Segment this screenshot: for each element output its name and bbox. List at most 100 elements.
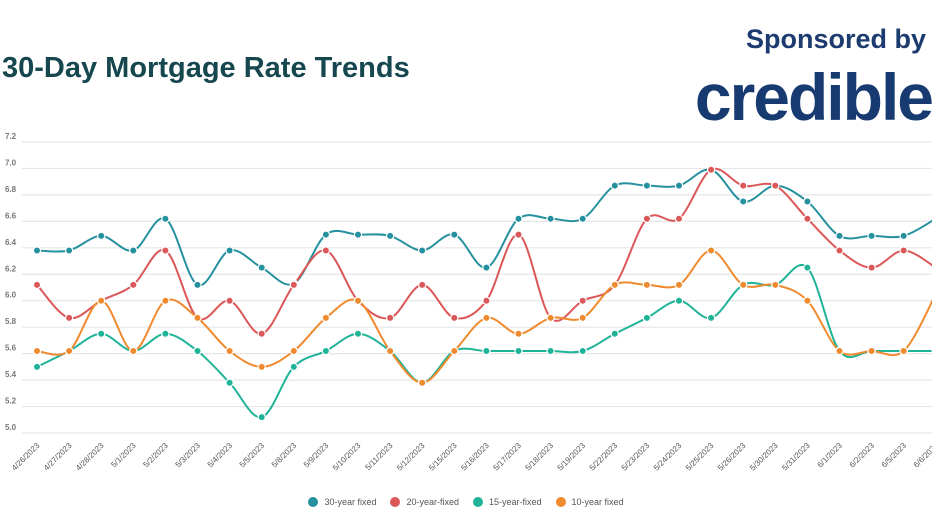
data-point[interactable] bbox=[450, 346, 459, 356]
data-point[interactable] bbox=[578, 214, 587, 223]
legend-item[interactable]: 30-year fixed bbox=[308, 497, 376, 507]
data-point[interactable] bbox=[193, 280, 202, 290]
data-point[interactable] bbox=[706, 165, 716, 174]
data-point[interactable] bbox=[546, 214, 555, 223]
data-point[interactable] bbox=[867, 263, 876, 272]
data-point[interactable] bbox=[129, 346, 138, 356]
data-point[interactable] bbox=[739, 197, 748, 206]
data-point[interactable] bbox=[867, 231, 876, 241]
data-point[interactable] bbox=[96, 329, 106, 338]
data-point[interactable] bbox=[578, 346, 587, 356]
data-point[interactable] bbox=[642, 280, 652, 290]
data-point[interactable] bbox=[96, 231, 106, 241]
legend-item[interactable]: 15-year-fixed bbox=[473, 497, 542, 507]
data-point[interactable] bbox=[257, 329, 266, 338]
data-point[interactable] bbox=[642, 313, 652, 323]
data-point[interactable] bbox=[32, 280, 42, 290]
data-point[interactable] bbox=[674, 214, 684, 223]
data-point[interactable] bbox=[706, 313, 716, 323]
data-point[interactable] bbox=[739, 181, 748, 190]
data-point[interactable] bbox=[482, 263, 491, 272]
data-point[interactable] bbox=[96, 296, 106, 305]
data-point[interactable] bbox=[835, 346, 844, 356]
data-point[interactable] bbox=[418, 378, 427, 387]
data-point[interactable] bbox=[803, 296, 812, 305]
data-point[interactable] bbox=[610, 280, 620, 290]
data-point[interactable] bbox=[514, 346, 523, 356]
data-point[interactable] bbox=[225, 346, 234, 356]
data-point[interactable] bbox=[385, 231, 395, 241]
data-point[interactable] bbox=[385, 313, 395, 323]
data-point[interactable] bbox=[353, 329, 363, 338]
data-point[interactable] bbox=[771, 280, 780, 290]
data-point[interactable] bbox=[450, 313, 459, 323]
legend-item[interactable]: 10-year fixed bbox=[555, 497, 624, 507]
data-point[interactable] bbox=[835, 246, 844, 255]
data-point[interactable] bbox=[225, 378, 234, 387]
data-point[interactable] bbox=[803, 263, 812, 272]
data-point[interactable] bbox=[321, 346, 331, 356]
data-point[interactable] bbox=[546, 346, 555, 356]
data-point[interactable] bbox=[899, 346, 908, 356]
data-point[interactable] bbox=[803, 214, 812, 223]
data-point[interactable] bbox=[321, 313, 331, 323]
data-point[interactable] bbox=[610, 181, 620, 190]
data-point[interactable] bbox=[867, 346, 876, 356]
data-point[interactable] bbox=[418, 246, 427, 255]
data-point[interactable] bbox=[257, 412, 266, 422]
data-point[interactable] bbox=[674, 296, 684, 305]
data-point[interactable] bbox=[225, 246, 234, 255]
data-point[interactable] bbox=[353, 296, 363, 305]
data-point[interactable] bbox=[546, 313, 555, 323]
data-point[interactable] bbox=[353, 230, 363, 239]
data-point[interactable] bbox=[161, 214, 170, 223]
data-point[interactable] bbox=[482, 313, 491, 323]
data-point[interactable] bbox=[482, 296, 491, 305]
data-point[interactable] bbox=[706, 246, 716, 255]
data-point[interactable] bbox=[289, 362, 298, 372]
data-point[interactable] bbox=[64, 246, 74, 255]
data-point[interactable] bbox=[257, 362, 266, 372]
data-point[interactable] bbox=[193, 346, 202, 356]
data-point[interactable] bbox=[385, 346, 395, 356]
data-point[interactable] bbox=[642, 181, 652, 190]
data-point[interactable] bbox=[64, 346, 74, 356]
data-point[interactable] bbox=[129, 280, 138, 290]
x-tick-label: 5/11/2023 bbox=[363, 441, 394, 472]
data-point[interactable] bbox=[161, 296, 170, 305]
data-point[interactable] bbox=[578, 313, 587, 323]
data-point[interactable] bbox=[803, 197, 812, 206]
data-point[interactable] bbox=[64, 313, 74, 323]
legend-item[interactable]: 20-year-fixed bbox=[390, 497, 459, 507]
data-point[interactable] bbox=[899, 231, 908, 241]
data-point[interactable] bbox=[418, 280, 427, 290]
data-point[interactable] bbox=[610, 329, 620, 338]
data-point[interactable] bbox=[32, 246, 42, 255]
data-point[interactable] bbox=[257, 263, 266, 272]
data-point[interactable] bbox=[289, 280, 298, 290]
data-point[interactable] bbox=[674, 181, 684, 190]
data-point[interactable] bbox=[739, 280, 748, 290]
data-point[interactable] bbox=[450, 230, 459, 239]
data-point[interactable] bbox=[835, 231, 844, 241]
data-point[interactable] bbox=[771, 181, 780, 190]
data-point[interactable] bbox=[161, 329, 170, 338]
data-point[interactable] bbox=[514, 329, 523, 338]
y-tick-label: 6.0 bbox=[5, 291, 17, 300]
data-point[interactable] bbox=[289, 346, 298, 356]
data-point[interactable] bbox=[514, 214, 523, 223]
data-point[interactable] bbox=[482, 346, 491, 356]
data-point[interactable] bbox=[321, 230, 331, 239]
data-point[interactable] bbox=[32, 346, 42, 356]
data-point[interactable] bbox=[129, 246, 138, 255]
data-point[interactable] bbox=[642, 214, 652, 223]
data-point[interactable] bbox=[225, 296, 234, 305]
data-point[interactable] bbox=[578, 296, 587, 305]
data-point[interactable] bbox=[193, 313, 202, 323]
data-point[interactable] bbox=[161, 246, 170, 255]
data-point[interactable] bbox=[899, 246, 908, 255]
data-point[interactable] bbox=[674, 280, 684, 290]
data-point[interactable] bbox=[32, 362, 42, 372]
data-point[interactable] bbox=[514, 230, 523, 239]
data-point[interactable] bbox=[321, 246, 331, 255]
